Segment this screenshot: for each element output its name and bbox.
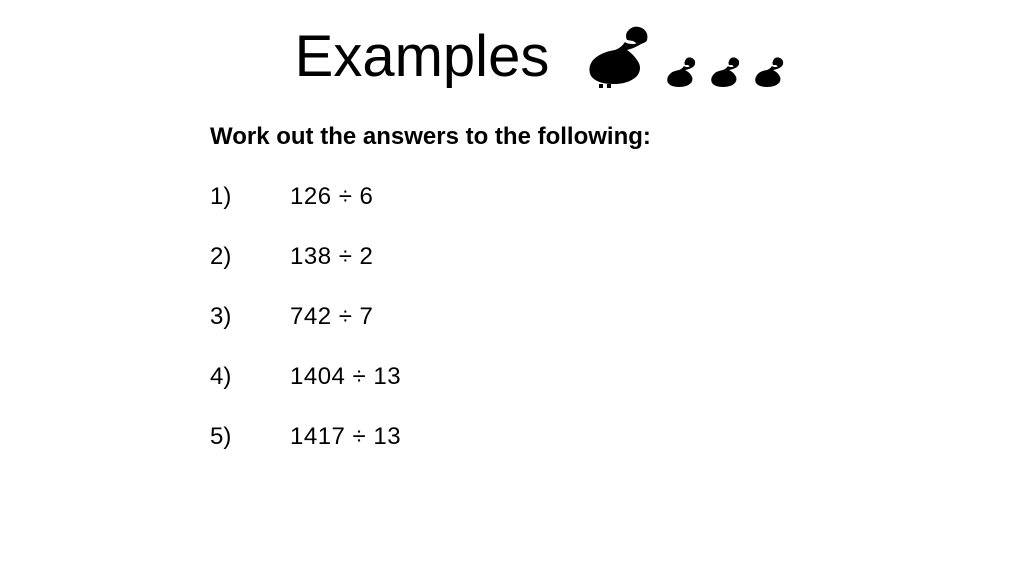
problem-item: 1) 126 ÷ 6 [210, 183, 1024, 211]
problem-number: 1) [210, 183, 290, 211]
problem-number: 4) [210, 363, 290, 391]
duckling-1-icon [665, 54, 701, 93]
content-area: Work out the answers to the following: 1… [0, 93, 1024, 451]
duck-icons [579, 20, 789, 93]
problem-expression: 126 ÷ 6 [290, 183, 373, 211]
problem-number: 5) [210, 423, 290, 451]
problem-number: 2) [210, 243, 290, 271]
problem-item: 4) 1404 ÷ 13 [210, 363, 1024, 391]
problem-expression: 1417 ÷ 13 [290, 423, 401, 451]
title-row: Examples [60, 0, 1024, 93]
problem-item: 3) 742 ÷ 7 [210, 303, 1024, 331]
duck-parent-icon [579, 20, 657, 93]
page-title: Examples [295, 23, 550, 90]
duckling-3-icon [753, 54, 789, 93]
problem-number: 3) [210, 303, 290, 331]
problem-item: 2) 138 ÷ 2 [210, 243, 1024, 271]
duckling-2-icon [709, 54, 745, 93]
problem-item: 5) 1417 ÷ 13 [210, 423, 1024, 451]
problem-expression: 1404 ÷ 13 [290, 363, 401, 391]
problem-expression: 138 ÷ 2 [290, 243, 373, 271]
problem-expression: 742 ÷ 7 [290, 303, 373, 331]
problem-list: 1) 126 ÷ 6 2) 138 ÷ 2 3) 742 ÷ 7 4) 1404… [210, 183, 1024, 451]
instruction-text: Work out the answers to the following: [210, 123, 1024, 151]
